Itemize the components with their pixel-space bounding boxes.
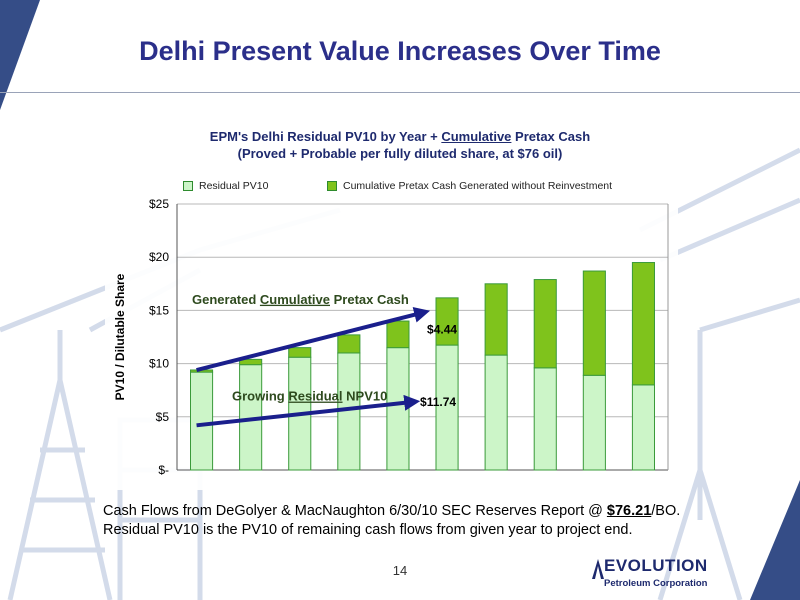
bar-residual-pv10 [484, 354, 508, 471]
bar-residual-pv10 [190, 371, 214, 471]
bar-residual-pv10 [631, 384, 655, 471]
bar-cumulative-cash [337, 334, 361, 354]
y-tick-label: $10 [149, 357, 169, 371]
bar-cumulative-cash [533, 279, 557, 369]
company-logo: EVOLUTION Petroleum Corporation [590, 556, 740, 596]
bar-cumulative-cash [484, 283, 508, 356]
y-axis-label: PV10 / Dilutable Share [113, 273, 127, 400]
bar-residual-pv10 [533, 367, 557, 471]
data-label-cumulative: $4.44 [427, 323, 457, 337]
chart-title: EPM's Delhi Residual PV10 by Year + Cumu… [0, 128, 800, 162]
corner-decoration-top-left [0, 0, 40, 110]
footnote-line2: Residual PV10 is the PV10 of remaining c… [103, 522, 633, 538]
legend-item-residual: Residual PV10 [183, 180, 268, 192]
bar-cumulative-cash [239, 358, 263, 366]
y-tick-label: $- [158, 463, 169, 477]
arrow-cumulative [196, 306, 431, 373]
bar-cumulative-cash [288, 347, 312, 358]
bar-cumulative-cash [631, 262, 655, 386]
logo-wordmark: EVOLUTION [604, 556, 708, 575]
logo-subtitle: Petroleum Corporation [604, 578, 708, 589]
oil-price: $76.21 [606, 503, 652, 519]
annotation-cumulative-label: Generated Cumulative Pretax Cash [192, 292, 409, 307]
slide-title: Delhi Present Value Increases Over Time [139, 36, 661, 66]
bar-cumulative-cash [386, 320, 410, 349]
footnote: Cash Flows from DeGolyer & MacNaughton 6… [103, 502, 680, 540]
chart-title-line1: EPM's Delhi Residual PV10 by Year + Cumu… [209, 129, 591, 144]
logo-mark-icon [592, 559, 604, 579]
y-tick-label: $20 [149, 250, 169, 264]
legend-item-cumulative: Cumulative Pretax Cash Generated without… [327, 180, 612, 192]
page-number: 14 [392, 563, 408, 578]
bar-residual-pv10 [386, 347, 410, 471]
chart-title-line2: (Proved + Probable per fully diluted sha… [237, 146, 563, 161]
bar-cumulative-cash [582, 270, 606, 376]
annotation-residual-label: Growing Residual NPV10 [232, 389, 387, 404]
legend-swatch-residual [183, 181, 193, 191]
legend-label-cumulative: Cumulative Pretax Cash Generated without… [343, 180, 613, 192]
legend-swatch-cumulative [327, 181, 337, 191]
data-label-residual: $11.74 [420, 395, 456, 409]
arrow-residual [196, 394, 421, 428]
footnote-line1: Cash Flows from DeGolyer & MacNaughton 6… [103, 503, 681, 519]
y-tick-label: $25 [149, 197, 169, 211]
corner-decoration-bottom-right [750, 480, 800, 600]
bar-residual-pv10 [582, 374, 606, 471]
title-divider [0, 92, 800, 93]
y-tick-label: $5 [156, 410, 170, 424]
y-tick-label: $15 [149, 303, 169, 317]
bar-cumulative-cash [435, 297, 459, 346]
legend-label-residual: Residual PV10 [199, 180, 269, 192]
